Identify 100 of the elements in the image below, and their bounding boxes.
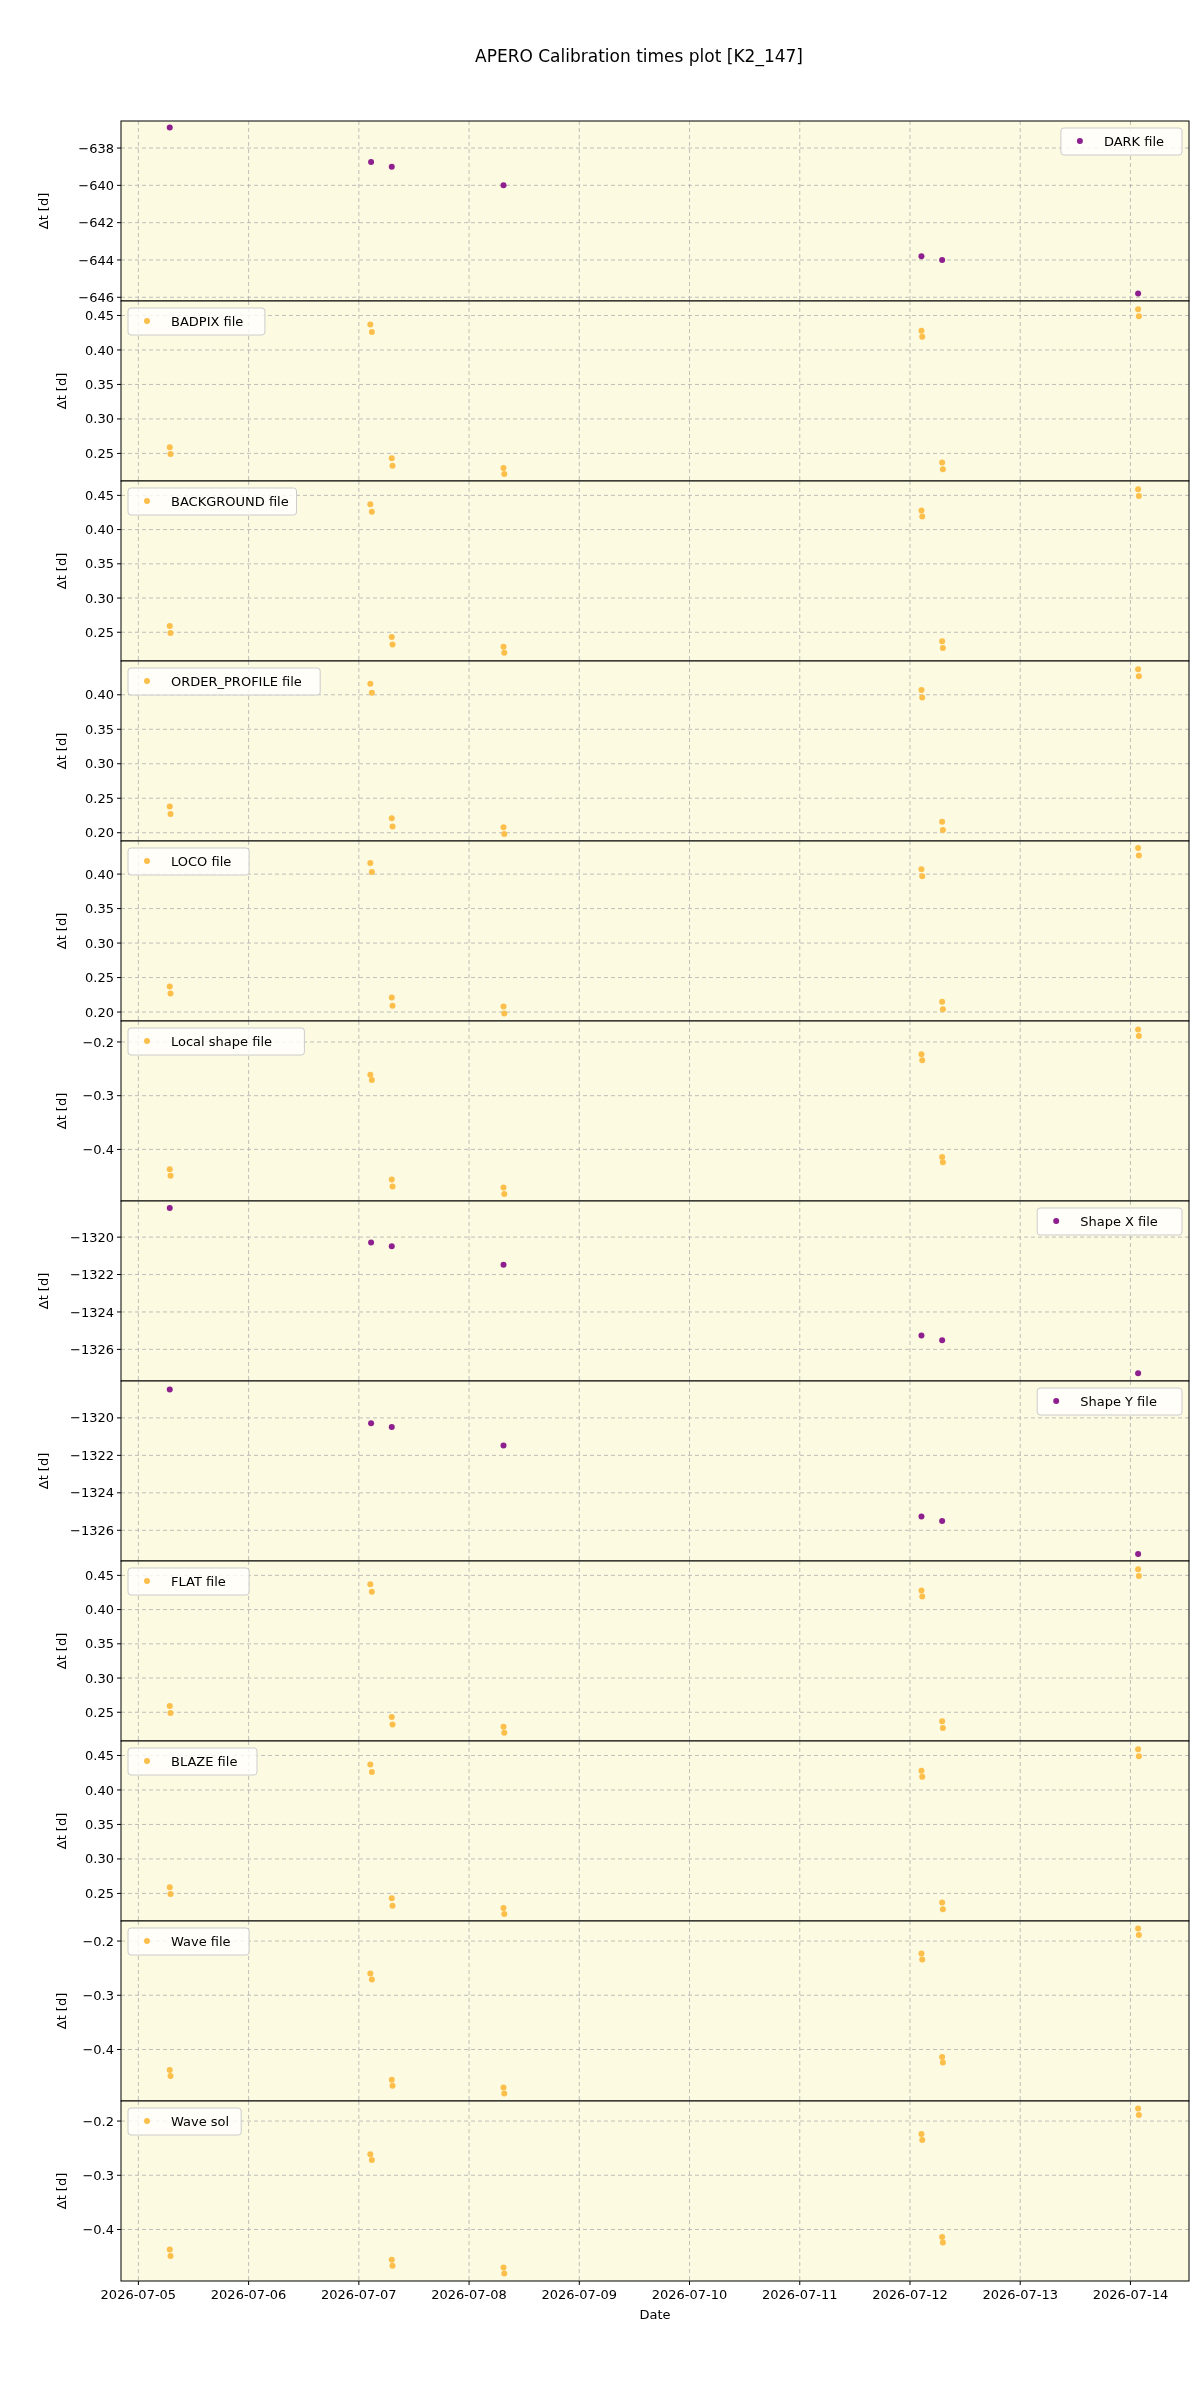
point bbox=[388, 2076, 395, 2083]
point bbox=[367, 1761, 374, 1768]
point bbox=[166, 1386, 173, 1393]
point bbox=[167, 2253, 174, 2260]
y-tick-label: −1324 bbox=[70, 1304, 114, 1320]
x-tick-label: 2026-07-14 bbox=[1092, 2287, 1169, 2302]
point bbox=[501, 471, 508, 478]
y-tick-label: 0.35 bbox=[85, 1636, 114, 1652]
y-axis-title: Δt [d] bbox=[36, 192, 51, 230]
y-tick-label: −0.4 bbox=[82, 2042, 114, 2058]
point bbox=[367, 1970, 374, 1977]
point bbox=[939, 1718, 946, 1725]
point bbox=[167, 2073, 174, 2080]
point bbox=[939, 2239, 946, 2246]
x-tick-label: 2026-07-11 bbox=[761, 2287, 838, 2302]
point bbox=[388, 1176, 395, 1183]
y-tick-label: 0.45 bbox=[85, 1748, 114, 1764]
legend-label: LOCO file bbox=[171, 853, 232, 869]
x-tick-label: 2026-07-12 bbox=[872, 2287, 948, 2302]
point bbox=[367, 1071, 374, 1078]
y-tick-label: 0.25 bbox=[85, 970, 114, 986]
y-tick-label: 0.25 bbox=[85, 790, 114, 806]
point bbox=[389, 2262, 396, 2269]
y-tick-label: 0.40 bbox=[85, 866, 114, 882]
point bbox=[368, 1420, 375, 1427]
y-tick-label: −1322 bbox=[70, 1267, 114, 1283]
point bbox=[500, 2084, 507, 2091]
y-tick-label: −642 bbox=[78, 215, 114, 231]
point bbox=[1135, 1925, 1142, 1932]
point bbox=[368, 159, 375, 166]
point bbox=[167, 990, 174, 997]
point bbox=[500, 464, 507, 471]
point bbox=[500, 1904, 507, 1911]
point bbox=[939, 1906, 946, 1913]
y-tick-label: 0.40 bbox=[85, 342, 114, 358]
point bbox=[167, 1172, 174, 1179]
point bbox=[1135, 1033, 1142, 1040]
point bbox=[939, 818, 946, 825]
point bbox=[919, 1593, 926, 1600]
y-tick-label: 0.35 bbox=[85, 377, 114, 392]
point bbox=[389, 641, 396, 648]
y-tick-label: −640 bbox=[78, 177, 114, 193]
y-tick-label: −0.3 bbox=[82, 2167, 114, 2183]
point bbox=[939, 1725, 946, 1731]
y-tick-label: 0.40 bbox=[85, 1782, 114, 1798]
point bbox=[166, 983, 173, 990]
point bbox=[919, 333, 926, 340]
legend-label: BLAZE file bbox=[171, 1753, 238, 1769]
point bbox=[367, 1581, 374, 1588]
point bbox=[166, 1703, 173, 1710]
point bbox=[1135, 290, 1142, 297]
point bbox=[919, 2137, 926, 2144]
point bbox=[939, 1006, 946, 1013]
point bbox=[1135, 1753, 1142, 1760]
point bbox=[500, 1442, 507, 1449]
x-tick-label: 2026-07-13 bbox=[982, 2287, 1058, 2302]
point bbox=[166, 2067, 173, 2074]
point bbox=[389, 1902, 396, 1909]
point bbox=[939, 2059, 946, 2066]
point bbox=[166, 1166, 173, 1173]
point bbox=[1135, 844, 1142, 851]
y-tick-label: 0.40 bbox=[85, 1602, 114, 1618]
point bbox=[166, 2246, 173, 2253]
y-tick-label: −1326 bbox=[70, 1522, 114, 1538]
point bbox=[500, 1723, 507, 1730]
y-tick-label: −1326 bbox=[70, 1341, 114, 1357]
point bbox=[939, 1159, 946, 1166]
point bbox=[367, 501, 374, 508]
point bbox=[919, 1057, 926, 1064]
x-tick-label: 2026-07-10 bbox=[651, 2287, 728, 2302]
y-tick-label: 0.20 bbox=[85, 1004, 114, 1020]
point bbox=[167, 1891, 174, 1898]
point bbox=[919, 694, 926, 701]
point bbox=[388, 815, 395, 822]
y-tick-label: 0.35 bbox=[85, 556, 114, 572]
y-tick-label: 0.40 bbox=[85, 687, 114, 703]
y-tick-label: 0.45 bbox=[85, 1567, 114, 1583]
point bbox=[1135, 1370, 1142, 1377]
point bbox=[368, 1588, 375, 1595]
y-tick-label: 0.40 bbox=[85, 522, 114, 538]
point bbox=[918, 1332, 925, 1339]
point bbox=[368, 1976, 375, 1983]
point bbox=[389, 823, 396, 830]
y-tick-label: −0.3 bbox=[82, 1987, 114, 2003]
point bbox=[1135, 1026, 1142, 1033]
y-tick-label: 0.25 bbox=[85, 1885, 114, 1901]
point bbox=[166, 1884, 173, 1891]
y-tick-label: −1320 bbox=[70, 1410, 114, 1426]
point bbox=[939, 1153, 946, 1160]
point bbox=[501, 2090, 508, 2097]
legend-label: BACKGROUND file bbox=[171, 493, 289, 509]
point bbox=[939, 998, 946, 1005]
point bbox=[166, 124, 173, 131]
y-tick-label: −0.2 bbox=[82, 1933, 114, 1949]
point bbox=[500, 1003, 507, 1010]
point bbox=[1135, 666, 1142, 673]
point bbox=[919, 513, 926, 520]
point bbox=[1135, 1551, 1142, 1558]
point bbox=[918, 686, 925, 693]
y-tick-label: −0.4 bbox=[82, 2222, 114, 2238]
